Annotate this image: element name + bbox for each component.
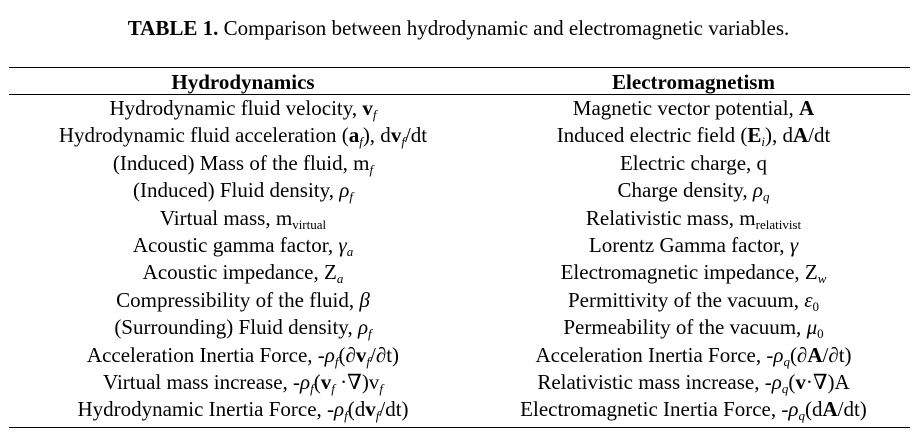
electromagnetism-cell: Electric charge, q bbox=[619, 150, 768, 175]
hydrodynamics-cell: Virtual mass, mvirtual bbox=[159, 205, 327, 232]
hydrodynamics-cell: Hydrodynamic fluid velocity, vf bbox=[109, 96, 377, 122]
table-caption-text: Comparison between hydrodynamic and elec… bbox=[218, 16, 790, 40]
column-header-hydrodynamics: Hydrodynamics bbox=[171, 70, 315, 94]
electromagnetism-cell: Acceleration Inertia Force, -ρq(∂A/∂t) bbox=[535, 342, 852, 369]
table-top-rule bbox=[9, 67, 910, 68]
column-header-electromagnetism: Electromagnetism bbox=[612, 70, 775, 94]
electromagnetism-cell: Magnetic vector potential, A bbox=[572, 96, 815, 120]
table-header-rule bbox=[9, 94, 910, 95]
electromagnetism-cell: Relativistic mass increase, -ρq(v·∇)A bbox=[537, 369, 850, 396]
table-row: Acoustic gamma factor, γa Lorentz Gamma f… bbox=[9, 232, 910, 259]
table-row: Virtual mass increase, -ρf(vf ·∇)vf Relat… bbox=[9, 369, 910, 396]
table-row: Hydrodynamic fluid velocity, vf Magnetic … bbox=[9, 95, 910, 122]
electromagnetism-cell: Electromagnetic Inertia Force, -ρq(dA/dt… bbox=[520, 397, 867, 424]
hydrodynamics-cell: Hydrodynamic Inertia Force, -ρf(dvf/dt) bbox=[77, 397, 409, 424]
table-row: Hydrodynamic fluid acceleration (af), dv… bbox=[9, 122, 910, 149]
electromagnetism-cell: Induced electric field (Ei), dA/dt bbox=[556, 123, 831, 150]
hydrodynamics-cell: Virtual mass increase, -ρf(vf ·∇)vf bbox=[103, 369, 383, 396]
hydrodynamics-cell: (Surrounding) Fluid density, ρf bbox=[114, 315, 372, 342]
electromagnetism-cell: Lorentz Gamma factor, γ bbox=[588, 232, 799, 257]
hydrodynamics-cell: Hydrodynamic fluid acceleration (af), dv… bbox=[58, 123, 428, 150]
hydrodynamics-cell: Acoustic gamma factor, γa bbox=[132, 232, 354, 259]
hydrodynamics-cell: Acceleration Inertia Force, -ρf(∂vf/∂t) bbox=[86, 342, 400, 369]
electromagnetism-cell: Permeability of the vacuum, μ0 bbox=[563, 315, 824, 342]
table-row: (Induced) Fluid density, ρf Charge densit… bbox=[9, 177, 910, 204]
electromagnetism-cell: Permittivity of the vacuum, ε0 bbox=[568, 287, 819, 314]
hydrodynamics-cell: Acoustic impedance, Za bbox=[142, 260, 344, 287]
table-header-row: Hydrodynamics Electromagnetism bbox=[9, 69, 910, 95]
electromagnetism-cell: Electromagnetic impedance, Zw bbox=[560, 260, 827, 287]
comparison-table: Hydrodynamics Electromagnetism Hydrodyna… bbox=[9, 69, 910, 424]
table-row: Acoustic impedance, Za Electromagnetic im… bbox=[9, 259, 910, 286]
table-row: Acceleration Inertia Force, -ρf(∂vf/∂t) A… bbox=[9, 342, 910, 369]
table-caption-label: TABLE 1. bbox=[127, 16, 219, 40]
table-row: Hydrodynamic Inertia Force, -ρf(dvf/dt) E… bbox=[9, 396, 910, 423]
table-body: Hydrodynamic fluid velocity, vf Magnetic … bbox=[9, 95, 910, 424]
table-caption: TABLE 1. Comparison between hydrodynamic… bbox=[0, 14, 917, 42]
electromagnetism-cell: Relativistic mass, mrelativist bbox=[585, 205, 802, 232]
table-row: (Surrounding) Fluid density, ρf Permeabil… bbox=[9, 314, 910, 341]
table-bottom-rule bbox=[9, 427, 910, 428]
table-row: Compressibility of the fluid, β Permittiv… bbox=[9, 287, 910, 314]
hydrodynamics-cell: (Induced) Fluid density, ρf bbox=[133, 178, 353, 205]
electromagnetism-cell: Charge density, ρq bbox=[617, 178, 770, 205]
hydrodynamics-cell: Compressibility of the fluid, β bbox=[116, 287, 370, 312]
table-row: (Induced) Mass of the fluid, mf Electric … bbox=[9, 150, 910, 177]
table-row: Virtual mass, mvirtual Relativistic mass,… bbox=[9, 205, 910, 232]
hydrodynamics-cell: (Induced) Mass of the fluid, mf bbox=[112, 150, 374, 177]
